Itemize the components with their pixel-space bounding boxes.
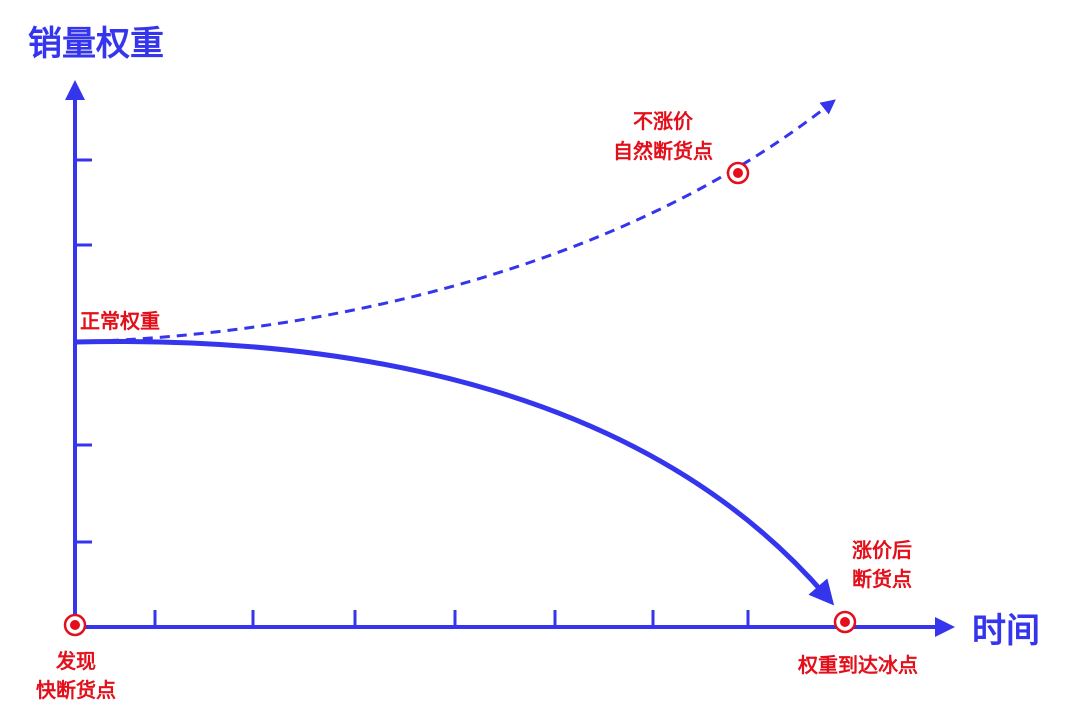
- note: 断货点: [852, 567, 912, 591]
- note: 权重到达冰点: [797, 653, 918, 677]
- axes: [65, 80, 955, 637]
- x-ticks: [153, 610, 750, 627]
- solid-curve: [74, 339, 835, 606]
- note: 自然断货点: [613, 139, 713, 163]
- y-axis-label: 销量权重: [28, 24, 164, 64]
- note: 涨价后: [852, 538, 912, 562]
- note: 正常权重: [80, 309, 160, 333]
- y-ticks: [75, 158, 92, 544]
- note: 快断货点: [36, 678, 116, 702]
- dashed-curve: [74, 99, 836, 344]
- x-axis-label: 时间: [972, 611, 1040, 651]
- note: 不涨价: [633, 109, 694, 133]
- points: [63, 161, 857, 637]
- note: 发现: [55, 649, 96, 673]
